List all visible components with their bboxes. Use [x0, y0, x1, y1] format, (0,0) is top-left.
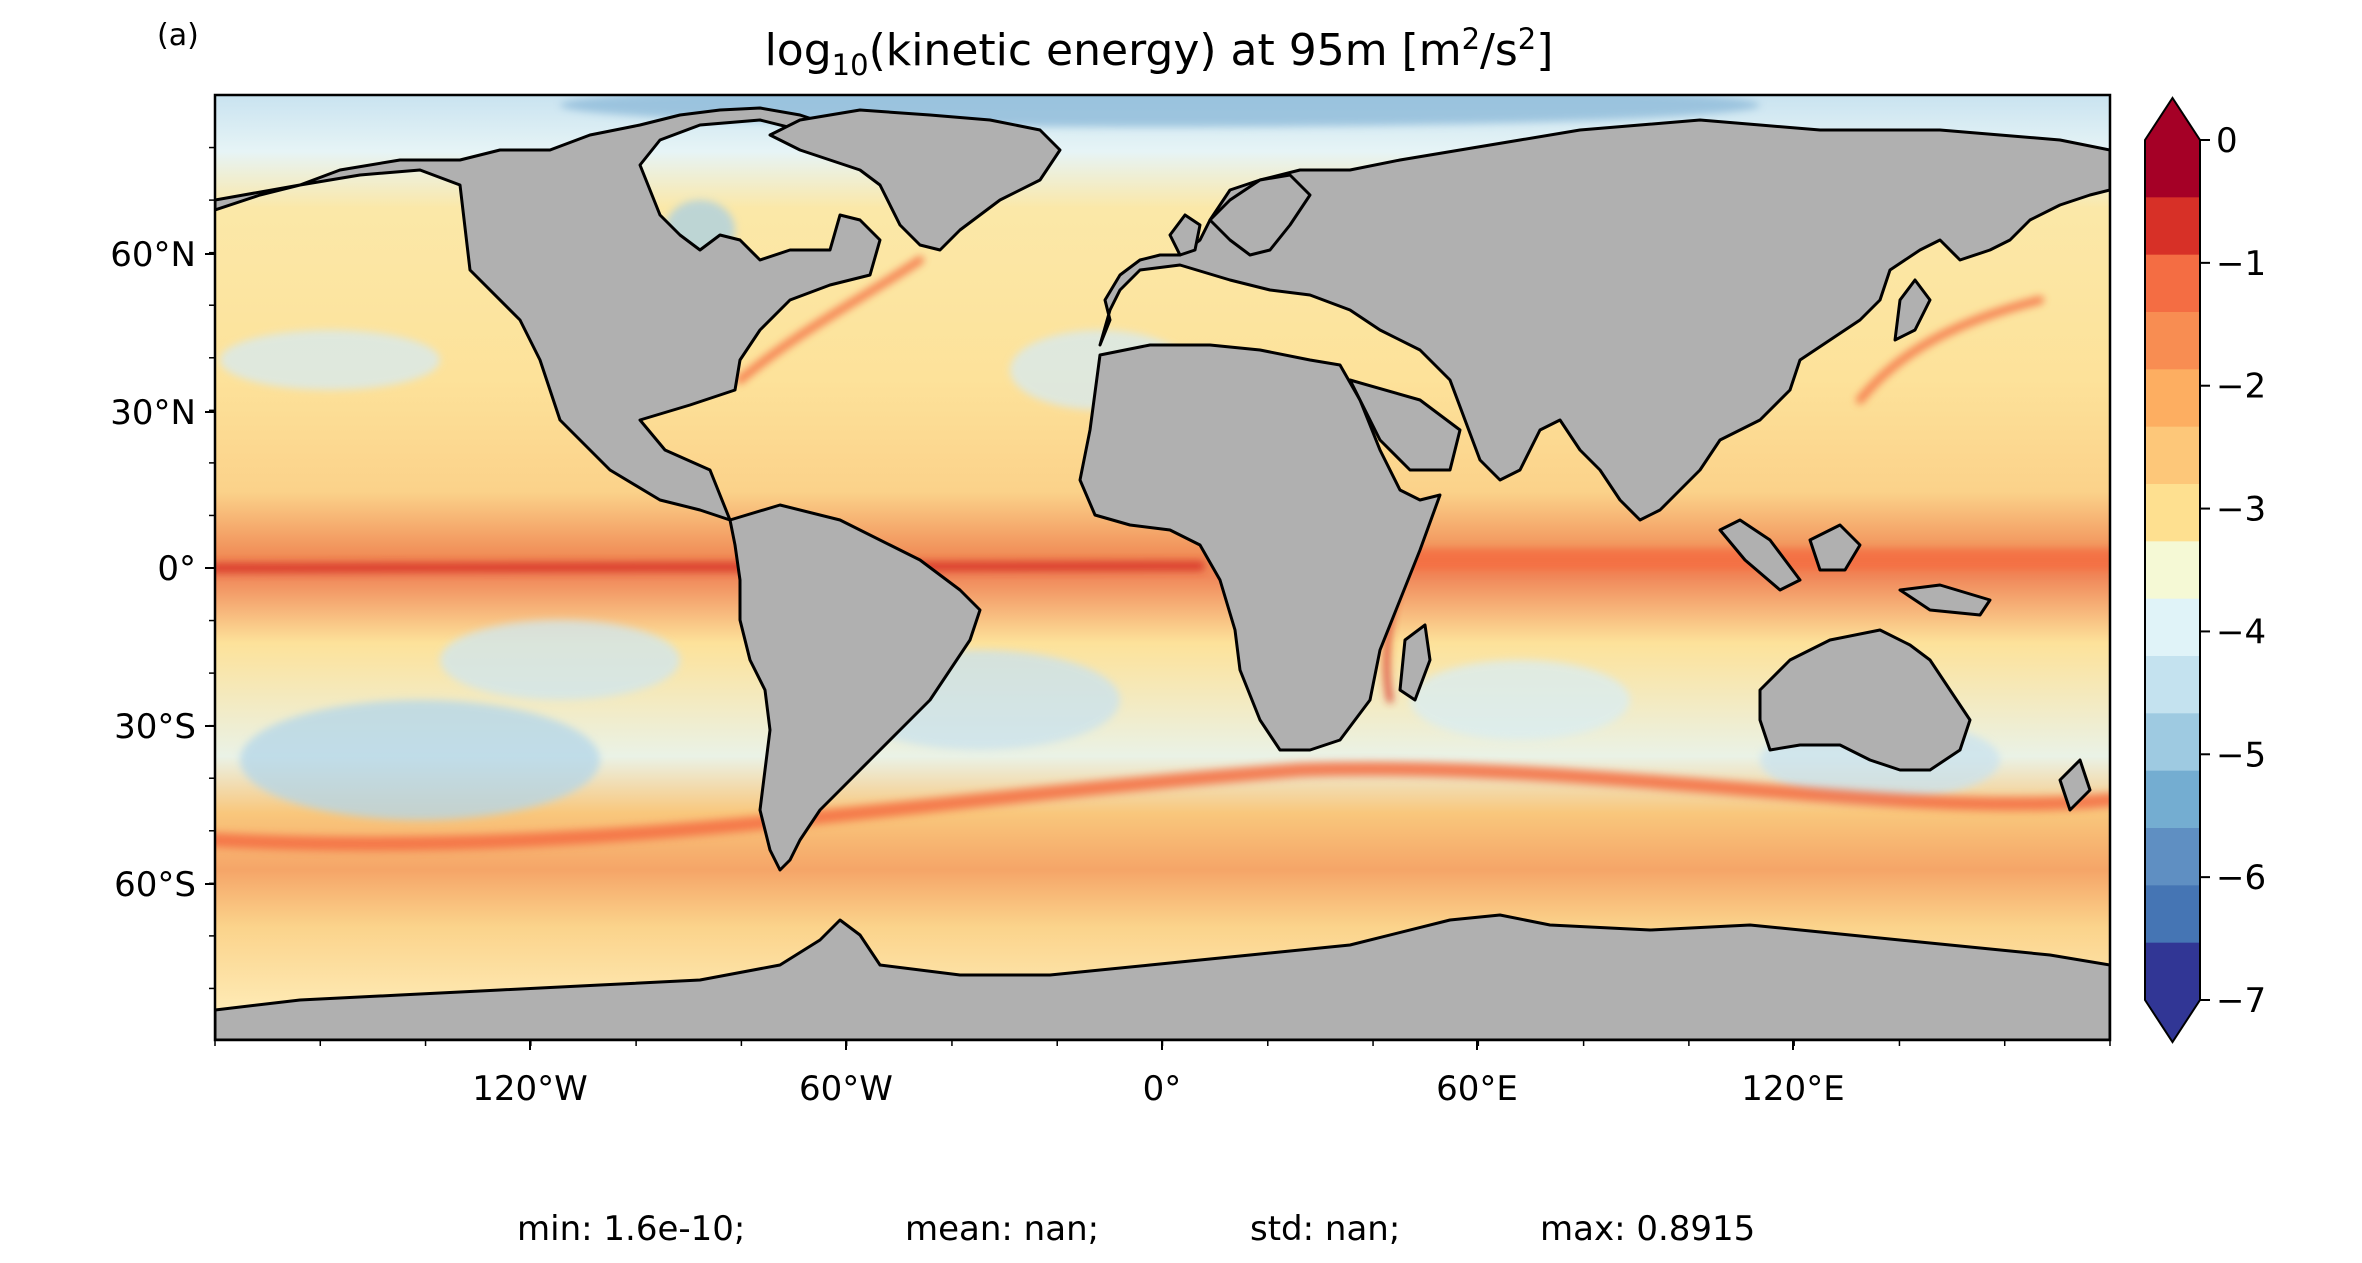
- lon-label-120e: 120°E: [1741, 1069, 1844, 1109]
- stat-mean: mean: nan;: [905, 1209, 1099, 1249]
- colorbar-segment: [2145, 598, 2200, 657]
- colorbar-segment: [2145, 828, 2200, 886]
- south-america: [728, 503, 982, 872]
- colorbar-tick-label: −4: [2216, 612, 2266, 652]
- map-plot-area: [215, 95, 2110, 1040]
- eurasia: [1098, 118, 2110, 522]
- lat-tick-60n: 60°N: [110, 235, 215, 275]
- arabian-peninsula: [1348, 378, 1462, 472]
- lat-tick-0: 0°: [157, 549, 215, 589]
- lat-axis: 60°N 30°N 0° 30°S 60°S: [110, 235, 215, 905]
- colorbar-segment: [2145, 541, 2200, 600]
- lon-tick-60e: 60°E: [1436, 1040, 1518, 1109]
- colorbar-segment: [2145, 312, 2200, 370]
- colorbar-segment: [2145, 426, 2200, 485]
- colorbar-tick-label: −7: [2216, 981, 2266, 1021]
- maritime-continent: [1718, 518, 1802, 592]
- lon-tick-120e: 120°E: [1741, 1040, 1845, 1109]
- colorbar-tick-label: −3: [2216, 490, 2266, 530]
- lon-tick-60w: 60°W: [799, 1040, 893, 1109]
- lat-tick-30n: 30°N: [110, 393, 215, 433]
- lat-label-60n: 60°N: [110, 235, 196, 275]
- lat-label-30s: 30°S: [114, 707, 196, 747]
- colorbar-segment: [2145, 140, 2200, 198]
- colorbar-tick-label: −2: [2216, 367, 2266, 407]
- greenland: [768, 108, 1062, 252]
- british-isles: [1168, 213, 1202, 257]
- stat-std: std: nan;: [1250, 1209, 1400, 1249]
- colorbar-segment: [2145, 770, 2200, 829]
- colorbar-segment: [2145, 369, 2200, 428]
- lon-label-60w: 60°W: [799, 1069, 893, 1109]
- australia: [1758, 628, 1972, 772]
- antarctica: [215, 913, 2110, 1040]
- colorbar-tick-label: −1: [2216, 244, 2266, 284]
- land-masses: [215, 106, 2110, 1040]
- lat-label-60s: 60°S: [114, 865, 196, 905]
- lon-label-120w: 120°W: [472, 1069, 588, 1109]
- madagascar: [1398, 623, 1432, 702]
- lon-label-60e: 60°E: [1436, 1069, 1518, 1109]
- stats-footer: min: 1.6e-10; mean: nan; std: nan; max: …: [517, 1209, 1755, 1249]
- lat-label-30n: 30°N: [110, 393, 196, 433]
- panel-label: (a): [157, 18, 199, 53]
- colorbar: 0 −1 −2 −3 −4 −5 −6 −7: [2144, 96, 2266, 1044]
- lon-tick-120w: 120°W: [472, 1040, 588, 1109]
- energetic-currents: [215, 256, 2110, 851]
- lat-tick-30s: 30°S: [114, 707, 215, 747]
- colorbar-extend-min: [2145, 1000, 2200, 1042]
- lon-tick-0: 0°: [1143, 1040, 1182, 1109]
- colorbar-segment: [2145, 713, 2200, 772]
- colorbar-segment: [2145, 656, 2200, 714]
- africa: [1078, 343, 1442, 752]
- colorbar-segment: [2145, 885, 2200, 944]
- borneo: [1808, 523, 1862, 572]
- colorbar-tick-label: 0: [2216, 121, 2238, 161]
- stat-max: max: 0.8915: [1540, 1209, 1755, 1249]
- figure-title: log10(kinetic energy) at 95m [m2/s2]: [765, 22, 1554, 82]
- colorbar-segment: [2145, 942, 2200, 1001]
- colorbar-segment: [2145, 197, 2200, 256]
- lat-label-0: 0°: [157, 549, 196, 589]
- lon-label-0: 0°: [1143, 1069, 1182, 1109]
- colorbar-tick-label: −6: [2216, 858, 2266, 898]
- stat-min: min: 1.6e-10;: [517, 1209, 745, 1249]
- colorbar-segment: [2145, 254, 2200, 313]
- scandinavia: [1208, 173, 1312, 257]
- new-guinea: [1898, 583, 1992, 617]
- lat-tick-60s: 60°S: [114, 865, 215, 905]
- lon-axis: 120°W 60°W 0° 60°E 120°E: [472, 1040, 1845, 1109]
- colorbar-tick-label: −5: [2216, 735, 2266, 775]
- new-zealand: [2058, 758, 2092, 812]
- north-america: [215, 106, 902, 522]
- japan: [1893, 278, 1932, 342]
- colorbar-segment: [2145, 484, 2200, 542]
- minor-ticks: [209, 146, 2111, 1046]
- colorbar-extend-max: [2145, 98, 2200, 140]
